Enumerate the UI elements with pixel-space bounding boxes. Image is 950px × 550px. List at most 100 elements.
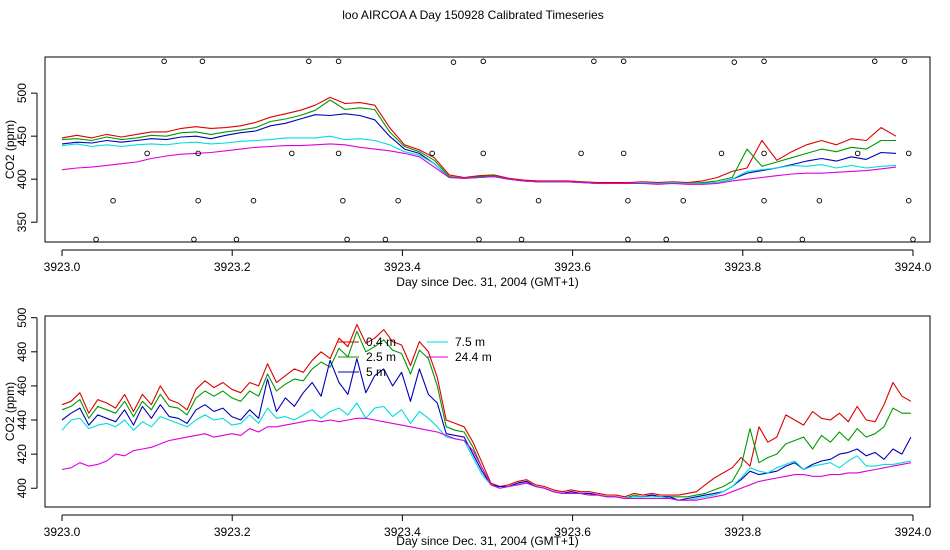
- y-axis-label: CO2 (ppm): [3, 120, 17, 179]
- calibration-marker: [620, 58, 627, 65]
- calibration-marker: [625, 197, 631, 204]
- calibration-marker: [905, 150, 912, 157]
- calibration-marker: [344, 236, 350, 243]
- calibration-markers: [93, 58, 916, 243]
- calibration-marker: [910, 236, 916, 243]
- calibration-marker: [429, 150, 435, 157]
- figure-title: loo AIRCOA A Day 150928 Calibrated Times…: [342, 8, 603, 22]
- legend-label: 7.5 m: [455, 335, 485, 349]
- y-axis: 350 400 450 500 CO2 (ppm): [3, 83, 38, 232]
- x-tick-label: 3923.2: [214, 260, 251, 274]
- calibration-marker: [340, 197, 346, 204]
- y-axis: 400 420 440 460 480 500 CO2 (ppm): [3, 307, 38, 498]
- series-line-0: [61, 96, 897, 184]
- calibration-marker: [816, 197, 823, 204]
- x-tick-label: 3923.4: [384, 260, 421, 274]
- y-tick-label: 350: [15, 212, 29, 232]
- x-tick-label: 3924.0: [895, 525, 932, 539]
- x-tick-label: 3924.0: [895, 260, 932, 274]
- x-tick-label: 3923.0: [44, 260, 81, 274]
- calibration-marker: [335, 150, 342, 157]
- calibration-marker: [718, 150, 725, 157]
- legend-label: 0.4 m: [366, 335, 396, 349]
- calibration-marker: [395, 197, 401, 204]
- calibration-marker: [195, 150, 201, 157]
- calibration-marker: [195, 197, 201, 204]
- y-tick-label: 500: [15, 83, 29, 103]
- calibration-marker: [110, 197, 116, 204]
- y-tick-label: 400: [15, 478, 29, 498]
- series-group: [61, 323, 912, 501]
- calibration-marker: [905, 197, 912, 204]
- calibration-marker: [761, 58, 767, 65]
- series-group: [61, 96, 897, 185]
- calibration-marker: [250, 197, 257, 204]
- top-panel: 3923.0 3923.2 3923.4 3923.6 3923.8 3924.0 Day …: [3, 56, 932, 289]
- calibration-marker: [191, 236, 197, 243]
- legend-label: 24.4 m: [455, 350, 492, 364]
- calibration-marker: [578, 150, 584, 157]
- calibration-marker: [535, 197, 542, 204]
- x-axis-label: Day since Dec. 31, 2004 (GMT+1): [396, 534, 578, 548]
- legend-label: 5 m: [366, 365, 386, 379]
- x-tick-label: 3923.6: [554, 260, 591, 274]
- calibration-marker: [476, 197, 482, 204]
- calibration-marker: [161, 58, 167, 65]
- calibration-marker: [335, 58, 342, 65]
- calibration-marker: [625, 236, 631, 243]
- calibration-marker: [663, 236, 669, 243]
- calibration-marker: [761, 150, 767, 157]
- x-axis: 3923.0 3923.2 3923.4 3923.6 3923.8 3924.0 Day …: [44, 514, 932, 548]
- calibration-marker: [144, 150, 150, 157]
- series-line-3: [61, 402, 912, 501]
- x-axis-label: Day since Dec. 31, 2004 (GMT+1): [396, 275, 578, 289]
- series-line-4: [61, 417, 912, 501]
- calibration-marker: [476, 236, 482, 243]
- y-tick-label: 460: [15, 376, 29, 396]
- x-tick-label: 3923.2: [214, 525, 251, 539]
- calibration-marker: [901, 58, 908, 65]
- calibration-marker: [518, 236, 525, 243]
- series-line-0: [61, 323, 912, 498]
- calibration-marker: [680, 197, 686, 204]
- x-tick-label: 3923.8: [724, 525, 761, 539]
- x-tick-label: 3923.4: [384, 525, 421, 539]
- calibration-marker: [871, 58, 878, 65]
- calibration-marker: [620, 150, 627, 157]
- plot-frame: [44, 56, 931, 243]
- x-tick-label: 3923.6: [554, 525, 591, 539]
- y-tick-label: 500: [15, 307, 29, 327]
- bottom-panel: 3923.0 3923.2 3923.4 3923.6 3923.8 3924.0 Day …: [3, 307, 932, 548]
- y-axis-label: CO2 (ppm): [3, 382, 17, 441]
- y-tick-label: 450: [15, 126, 29, 146]
- calibration-marker: [450, 59, 457, 65]
- x-axis: 3923.0 3923.2 3923.4 3923.6 3923.8 3924.0 Day …: [44, 249, 932, 289]
- calibration-marker: [93, 236, 99, 243]
- calibration-marker: [854, 150, 861, 157]
- calibration-marker: [480, 58, 486, 65]
- series-line-2: [61, 113, 897, 185]
- calibration-marker: [233, 236, 240, 243]
- calibration-marker: [289, 150, 295, 157]
- calibration-marker: [382, 236, 389, 243]
- y-tick-label: 420: [15, 444, 29, 464]
- calibration-marker: [799, 236, 806, 243]
- x-tick-label: 3923.8: [724, 260, 761, 274]
- y-tick-label: 400: [15, 169, 29, 189]
- plot-frame: [44, 315, 931, 508]
- calibration-marker: [757, 236, 763, 243]
- series-line-1: [61, 99, 896, 185]
- legend-label: 2.5 m: [366, 350, 396, 364]
- calibration-marker: [761, 197, 767, 204]
- calibration-marker: [306, 58, 312, 65]
- calibration-marker: [591, 58, 597, 65]
- calibration-marker: [480, 150, 486, 157]
- series-line-4: [61, 143, 897, 185]
- calibration-marker: [199, 58, 206, 65]
- legend: 0.4 m2.5 m5 m 7.5 m24.4 m: [338, 335, 492, 379]
- y-tick-label: 480: [15, 341, 29, 361]
- y-tick-label: 440: [15, 410, 29, 430]
- x-tick-label: 3923.0: [44, 525, 81, 539]
- calibration-marker: [731, 59, 738, 65]
